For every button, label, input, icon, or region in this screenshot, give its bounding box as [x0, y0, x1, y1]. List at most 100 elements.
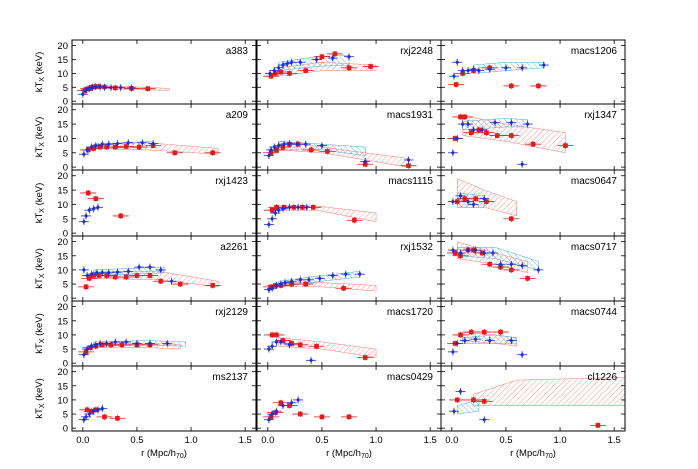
blue-data-point — [343, 271, 348, 277]
red-data-point — [454, 397, 460, 403]
blue-data-point — [466, 68, 471, 74]
blue-data-point — [289, 400, 294, 406]
red-data-point — [368, 64, 373, 69]
red-data-point — [484, 199, 489, 204]
panel-title: macs1720 — [387, 307, 434, 318]
red-data-point — [102, 414, 107, 420]
panel-macs1931: macs1931 — [256, 103, 442, 171]
blue-data-point — [113, 339, 118, 345]
red-data-point — [481, 329, 487, 335]
red-data-point — [481, 399, 487, 404]
blue-data-point — [306, 277, 311, 283]
red-data-point — [352, 217, 357, 223]
red-data-point — [325, 149, 330, 154]
red-data-point — [314, 343, 319, 349]
blue-data-point — [274, 408, 279, 414]
x-tick-label: 0.0 — [445, 435, 458, 446]
panel-title: macs1206 — [571, 46, 618, 57]
blue-data-point — [169, 278, 174, 284]
blue-data-point — [165, 340, 170, 346]
blue-data-point — [450, 247, 455, 253]
blue-data-point — [80, 91, 85, 97]
y-axis-label: kTX (keV) — [34, 313, 46, 354]
red-data-point — [115, 415, 120, 421]
blue-data-point — [95, 204, 100, 210]
red-data-point — [274, 332, 279, 338]
blue-data-point — [458, 389, 463, 394]
blue-data-point — [84, 87, 89, 93]
blue-data-point — [289, 59, 294, 65]
blue-data-point — [280, 403, 285, 408]
red-data-point — [136, 144, 142, 150]
panel-macs0647: macs0647 — [440, 169, 626, 237]
panel-cl1226: cl1226 0.0 0.5 1.0 1.5 r (Mpc/h70) — [440, 365, 626, 460]
red-data-point — [210, 283, 216, 288]
red-data-point — [289, 341, 294, 346]
blue-data-point — [129, 85, 134, 91]
red-data-point — [362, 355, 368, 360]
panel-title: rxj2248 — [400, 46, 433, 57]
red-data-point — [119, 342, 125, 348]
blue-data-point — [466, 247, 471, 253]
blue-data-point — [81, 352, 86, 358]
blue-data-point — [455, 59, 460, 65]
blue-data-point — [270, 216, 275, 222]
red-data-point — [509, 267, 514, 273]
blue-data-point — [100, 405, 105, 411]
blue-data-point — [126, 140, 131, 146]
red-data-point — [268, 414, 274, 420]
blue-data-point — [493, 120, 498, 126]
blue-data-point — [115, 141, 120, 146]
blue-data-point — [276, 207, 281, 213]
blue-data-point — [295, 141, 300, 147]
blue-data-point — [106, 270, 111, 276]
panel-macs0717: macs0717 — [440, 235, 626, 302]
blue-data-point — [94, 270, 99, 276]
x-axis-label: r (Mpc/h70) — [141, 448, 187, 460]
blue-data-point — [106, 141, 111, 147]
y-tick-label: 0 — [63, 229, 68, 240]
x-tick-label: 0.5 — [499, 435, 512, 446]
blue-data-point — [541, 62, 546, 68]
panel-ms2137: ms2137 0 5 10 15 20 kTX (keV) 0.0 0.5 1.0 1.5 r (Mp… — [34, 365, 257, 460]
y-tick-label: 0 — [63, 359, 68, 370]
red-data-point — [134, 273, 140, 278]
blue-data-point — [266, 222, 271, 227]
blue-data-point — [298, 277, 303, 283]
blue-data-point — [450, 199, 455, 204]
blue-data-point — [520, 352, 525, 358]
blue-data-point — [81, 151, 86, 157]
panel-title: macs1931 — [387, 110, 434, 121]
red-data-point — [108, 342, 114, 348]
red-data-point — [274, 147, 279, 153]
red-data-point — [273, 71, 278, 76]
red-data-point — [83, 284, 89, 290]
blue-data-point — [151, 141, 156, 146]
red-data-point — [484, 130, 489, 135]
blue-data-point — [267, 70, 272, 76]
y-tick-label: 10 — [57, 265, 68, 276]
blue-data-point — [466, 121, 471, 127]
blue-data-point — [480, 127, 485, 133]
blue-data-point — [309, 357, 314, 363]
panel-title: macs0744 — [571, 307, 618, 318]
blue-data-point — [363, 158, 368, 164]
blue-data-point — [450, 150, 455, 156]
y-tick-label: 10 — [57, 200, 68, 211]
y-tick-label: 20 — [57, 367, 68, 378]
blue-data-point — [85, 147, 90, 153]
blue-data-point — [520, 263, 525, 269]
blue-data-point — [84, 414, 89, 420]
blue-data-point — [458, 193, 463, 199]
red-data-point — [452, 250, 458, 256]
panel-title: rxj1423 — [215, 176, 248, 187]
blue-data-point — [525, 121, 530, 127]
blue-data-point — [273, 210, 278, 216]
blue-data-point — [280, 206, 285, 212]
red-data-point — [595, 423, 601, 428]
red-data-point — [112, 274, 118, 280]
blue-data-point — [278, 339, 283, 345]
red-data-point — [469, 329, 474, 335]
blue-data-point — [270, 285, 275, 291]
blue-data-point — [87, 207, 92, 213]
